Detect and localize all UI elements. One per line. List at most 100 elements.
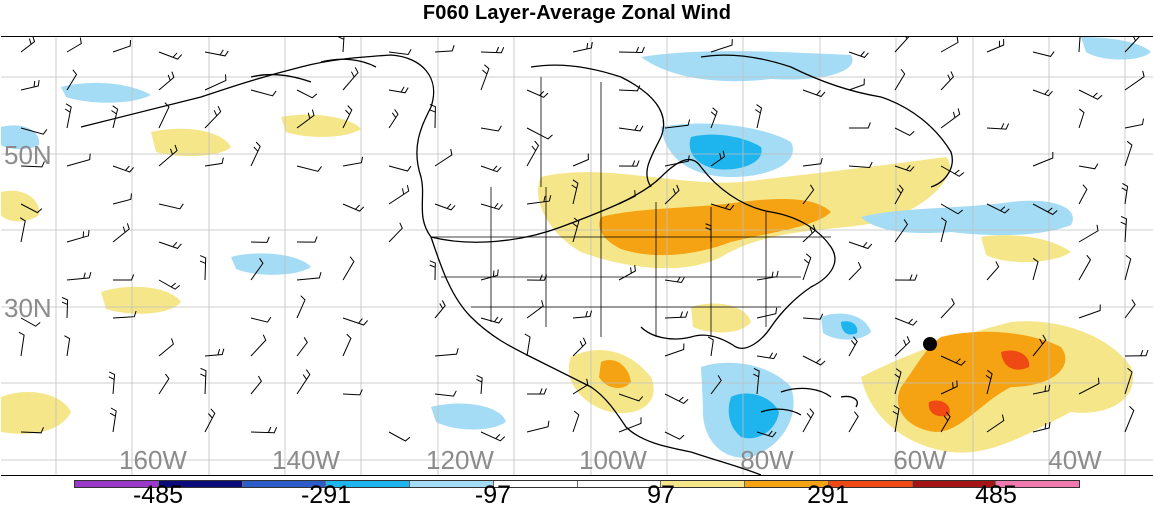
wind-barb <box>526 195 552 205</box>
wind-barb <box>66 229 90 243</box>
wind-barb <box>664 184 680 205</box>
wind-barb <box>476 374 483 395</box>
wind-barb <box>296 165 322 172</box>
wind-barb <box>480 125 502 132</box>
wind-barb <box>108 371 116 395</box>
wind-barb <box>1124 254 1132 281</box>
wind-barb <box>940 165 965 177</box>
wind-barb <box>296 337 308 357</box>
wind-barb <box>158 71 175 91</box>
wind-barb <box>342 333 352 357</box>
wind-barb <box>429 103 436 129</box>
strong-negative-anomaly-region <box>728 393 779 439</box>
wind-barb <box>296 236 318 243</box>
wind-barb <box>1121 182 1129 205</box>
negative-anomaly-region <box>61 82 151 103</box>
negative-anomaly-region <box>431 403 506 430</box>
wind-barb <box>986 414 1005 433</box>
wind-barb <box>204 348 225 357</box>
wind-barb <box>204 408 216 433</box>
wind-barb <box>1078 224 1099 243</box>
wind-barb <box>756 307 778 319</box>
location-marker <box>923 337 937 351</box>
wind-barb <box>20 80 40 91</box>
wind-barb <box>20 161 45 168</box>
wind-barb <box>940 298 955 319</box>
wind-barb <box>940 71 954 91</box>
wind-barb <box>618 265 636 281</box>
wind-barb <box>526 420 550 433</box>
wind-barb <box>848 161 873 169</box>
wind-barb <box>250 141 261 167</box>
wind-barb <box>1124 349 1149 357</box>
wind-barb <box>480 64 490 91</box>
wind-barb <box>250 316 272 323</box>
wind-barb <box>1124 118 1144 129</box>
colorbar <box>74 480 1080 488</box>
wind-barb <box>1124 299 1136 319</box>
colorbar-label-neg291: -291 <box>300 481 352 509</box>
wind-barb <box>296 295 306 319</box>
wind-barb <box>848 336 858 357</box>
wind-barb <box>664 155 690 167</box>
wind-barb <box>1078 108 1085 129</box>
wind-barb <box>1032 257 1039 281</box>
wind-barb <box>250 258 264 281</box>
wind-barb <box>894 68 906 91</box>
wind-barb <box>894 336 911 357</box>
wind-barb <box>618 417 642 433</box>
wind-barb <box>250 426 278 434</box>
lon-label-100w: 100W <box>579 445 647 475</box>
strong-negative-anomaly-region <box>841 321 858 335</box>
lon-label-140w: 140W <box>272 445 340 475</box>
colorbar-segment <box>326 481 410 487</box>
wind-barb <box>112 223 130 243</box>
core-anomaly-region <box>928 400 950 417</box>
wind-barb <box>158 144 178 167</box>
wind-barb <box>572 410 580 433</box>
wind-barb <box>618 46 645 54</box>
wind-barb <box>342 105 353 129</box>
wind-barb <box>940 217 947 243</box>
wind-barb <box>986 38 1005 53</box>
wind-barb <box>940 380 958 395</box>
wind-barb <box>158 51 183 60</box>
wind-barb <box>434 203 456 211</box>
negative-anomaly-region <box>231 253 311 275</box>
wind-barb <box>705 223 712 242</box>
wind-barb <box>755 104 763 129</box>
wind-barb <box>112 165 134 173</box>
positive-anomaly-region <box>281 114 361 137</box>
wind-barb <box>434 148 453 167</box>
wind-barb <box>572 153 589 167</box>
wind-barb <box>1078 37 1081 53</box>
wind-barb <box>480 165 502 173</box>
wind-barb <box>158 373 170 395</box>
wind-barb <box>66 153 91 167</box>
wind-barb <box>204 49 229 57</box>
strong-negative-anomaly-region <box>689 134 762 170</box>
wind-barb <box>894 368 902 395</box>
lon-label-160w: 160W <box>119 445 187 475</box>
colorbar-label-pos485: 485 <box>975 481 1017 509</box>
wind-barb <box>710 203 735 211</box>
colorbar-label-pos291: 291 <box>807 481 849 509</box>
wind-barb <box>342 156 364 167</box>
wind-barb <box>342 256 355 281</box>
wind-barb <box>1032 51 1055 57</box>
wind-barb <box>894 317 918 326</box>
wind-barb <box>388 222 403 243</box>
wind-barb <box>756 352 778 360</box>
wind-barb <box>480 316 503 324</box>
wind-barb <box>64 335 71 357</box>
wind-barb <box>848 411 859 433</box>
wind-barb <box>250 236 270 243</box>
wind-barb <box>664 343 685 357</box>
colorbar-segment <box>158 481 243 487</box>
wind-barb <box>20 317 41 327</box>
colorbar-segment <box>745 481 829 487</box>
wind-barb <box>20 203 43 214</box>
shading-layer <box>1 37 1151 458</box>
wind-barb <box>158 203 184 210</box>
colorbar-label-pos97: 97 <box>647 481 675 509</box>
